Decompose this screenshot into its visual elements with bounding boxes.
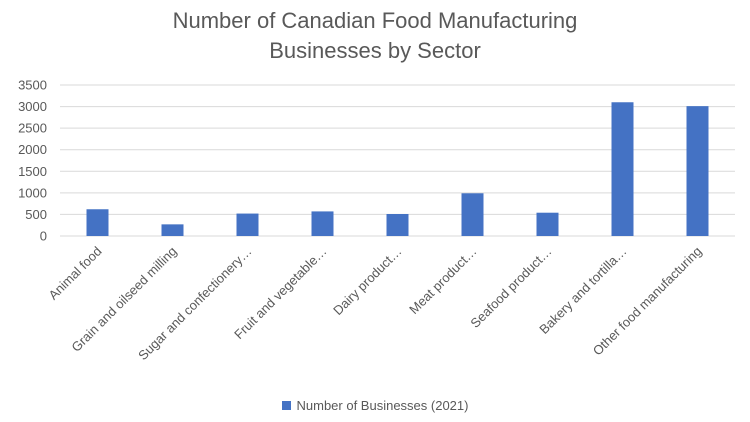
x-category-label: Seafood product…	[467, 244, 554, 331]
y-tick-label: 2500	[18, 121, 47, 136]
bar	[236, 213, 259, 236]
y-tick-label: 500	[25, 207, 47, 222]
bar	[536, 212, 559, 236]
bar	[686, 106, 709, 236]
x-category-label: Animal food	[45, 244, 104, 303]
bar	[86, 209, 109, 236]
legend: Number of Businesses (2021)	[0, 397, 750, 413]
y-tick-label: 3500	[18, 78, 47, 93]
x-category-label: Meat product…	[406, 244, 479, 317]
bar	[386, 213, 409, 236]
bar	[461, 193, 484, 236]
y-tick-label: 3000	[18, 99, 47, 114]
chart-title-line-1: Number of Canadian Food Manufacturing	[172, 8, 578, 33]
bar	[311, 211, 334, 236]
chart-title: Number of Canadian Food Manufacturing Bu…	[0, 6, 750, 66]
bar	[161, 224, 184, 236]
y-tick-label: 1000	[18, 185, 47, 200]
x-category-label: Dairy product…	[330, 244, 404, 318]
legend-swatch	[281, 401, 291, 411]
y-tick-label: 0	[40, 229, 47, 244]
bar	[611, 102, 634, 236]
y-tick-label: 2000	[18, 142, 47, 157]
y-tick-label: 1500	[18, 164, 47, 179]
chart-title-line-2: Businesses by Sector	[269, 38, 481, 63]
legend-label: Number of Businesses (2021)	[296, 398, 469, 414]
